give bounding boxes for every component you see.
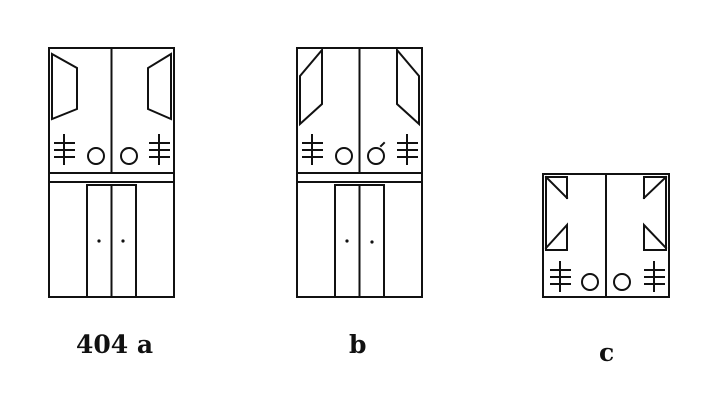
cabinet-c-right-circle — [613, 273, 631, 291]
caption-a: 404 a — [76, 330, 154, 359]
cabinet-b-left-circle — [335, 147, 353, 165]
cabinet-a — [48, 47, 175, 298]
cabinet-a-left-trapezoid — [51, 52, 78, 121]
cabinet-a-left-circle — [87, 147, 105, 165]
cabinet-b-right-knob — [370, 240, 374, 244]
cabinet-a-right-trapezoid — [147, 52, 172, 121]
cabinet-c-left-window-side — [544, 176, 568, 251]
cabinet-c-right-window-diagonal — [642, 175, 668, 200]
cabinet-b-left-slanted-window — [299, 47, 323, 127]
cabinet-b-right-circle — [367, 147, 385, 165]
cabinet-a-right-circle — [120, 147, 138, 165]
cabinet-b — [296, 47, 423, 298]
cabinet-c-right-glyph — [644, 261, 665, 292]
cabinet-c-right-window-top — [643, 176, 667, 199]
cabinet-c-left-circle — [581, 273, 599, 291]
cabinet-c-left-window-diagonal — [544, 175, 569, 200]
caption-b: b — [349, 330, 367, 359]
cabinet-a-left-knob — [97, 239, 101, 243]
cabinet-b-right-slanted-window — [396, 47, 420, 127]
cabinet-b-right-circle-tick — [379, 141, 386, 148]
cabinet-c — [542, 173, 670, 298]
cabinet-b-left-glyph — [302, 134, 323, 165]
cabinet-b-left-knob — [345, 239, 349, 243]
caption-c: c — [599, 338, 615, 367]
cabinet-a-left-glyph — [54, 134, 75, 165]
cabinet-b-right-glyph — [397, 134, 418, 165]
cabinet-c-left-window-top — [545, 176, 568, 199]
cabinet-a-right-knob — [121, 239, 125, 243]
cabinet-c-left-glyph — [550, 261, 571, 292]
cabinet-c-right-window-side — [643, 176, 668, 251]
cabinet-a-right-glyph — [149, 134, 170, 165]
